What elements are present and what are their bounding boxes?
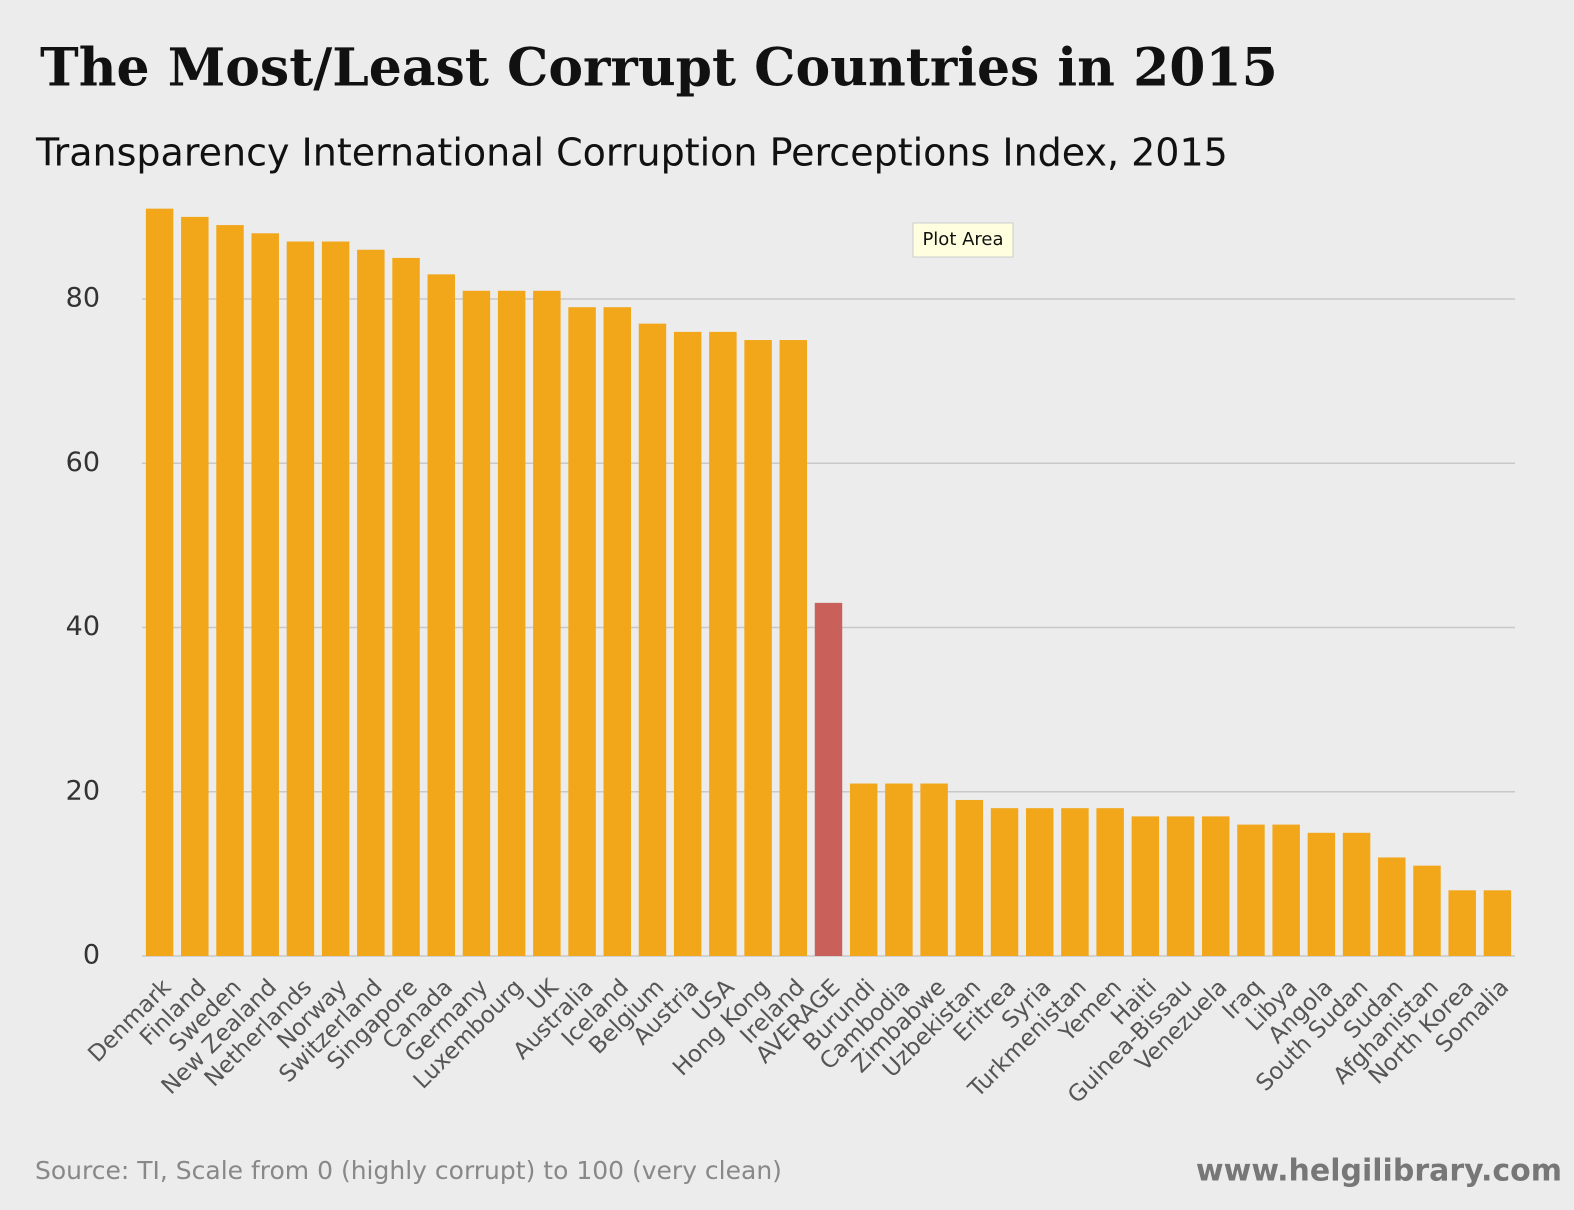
bar bbox=[1342, 832, 1371, 956]
bar bbox=[744, 340, 772, 956]
y-tick-label: 0 bbox=[83, 940, 100, 971]
bar bbox=[603, 307, 631, 956]
bar bbox=[1378, 857, 1406, 956]
bar bbox=[568, 307, 596, 956]
bar bbox=[990, 808, 1019, 956]
bar bbox=[392, 257, 420, 956]
bar bbox=[1061, 808, 1089, 956]
tooltip: Plot Area bbox=[922, 229, 1003, 250]
bar bbox=[1202, 816, 1230, 956]
bar bbox=[1237, 824, 1265, 956]
y-tick-label: 80 bbox=[66, 283, 100, 314]
bar bbox=[181, 216, 209, 956]
bar bbox=[286, 241, 315, 956]
bar bbox=[216, 225, 244, 956]
bar bbox=[321, 241, 350, 956]
bar bbox=[1026, 808, 1054, 956]
bar bbox=[251, 233, 279, 957]
bar bbox=[1096, 808, 1124, 956]
bar bbox=[1272, 824, 1300, 956]
bar bbox=[638, 323, 667, 956]
bar bbox=[427, 274, 455, 956]
bar bbox=[1413, 865, 1441, 956]
bar bbox=[497, 290, 526, 957]
bar bbox=[533, 290, 561, 957]
bar bbox=[1131, 816, 1160, 956]
y-tick-label: 60 bbox=[66, 447, 100, 478]
chart-subtitle: Transparency International Corruption Pe… bbox=[35, 131, 1228, 175]
bar bbox=[779, 340, 808, 956]
bar bbox=[462, 290, 491, 957]
chart-title: The Most/Least Corrupt Countries in 2015 bbox=[40, 38, 1278, 99]
bar bbox=[920, 783, 948, 956]
bar bbox=[673, 331, 702, 957]
tooltip-box bbox=[912, 222, 1014, 258]
bar bbox=[1307, 832, 1336, 956]
bar bbox=[814, 602, 843, 956]
credit: www.helgilibrary.com bbox=[1196, 1154, 1562, 1189]
y-tick-label: 40 bbox=[66, 611, 100, 642]
bar bbox=[955, 799, 984, 956]
bar bbox=[1483, 890, 1512, 956]
bar bbox=[709, 331, 737, 957]
bar bbox=[885, 783, 913, 956]
bar bbox=[849, 783, 878, 956]
bar bbox=[357, 249, 385, 957]
y-tick-label: 20 bbox=[66, 775, 100, 806]
source-note: Source: TI, Scale from 0 (highly corrupt… bbox=[35, 1156, 782, 1185]
bar bbox=[1166, 816, 1195, 956]
bar bbox=[145, 208, 174, 957]
bar bbox=[1448, 890, 1476, 956]
